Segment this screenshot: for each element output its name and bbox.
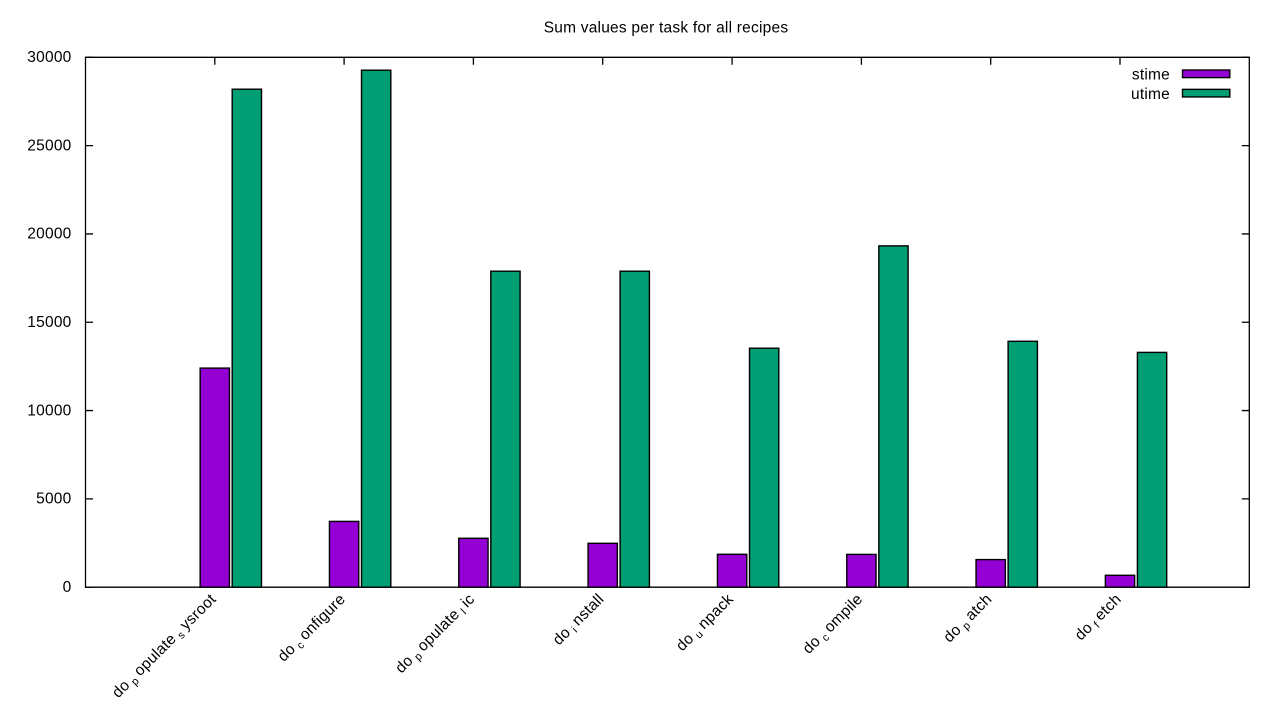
svg-text:Sum values per task for all re: Sum values per task for all recipes [544, 20, 789, 37]
svg-text:20000: 20000 [27, 226, 71, 243]
svg-text:stime: stime [1132, 67, 1170, 84]
svg-text:25000: 25000 [27, 137, 71, 154]
svg-text:utime: utime [1131, 86, 1170, 103]
svg-text:5000: 5000 [36, 491, 72, 508]
svg-text:15000: 15000 [27, 314, 71, 331]
svg-text:0: 0 [63, 579, 72, 596]
svg-text:30000: 30000 [27, 49, 71, 66]
svg-text:10000: 10000 [27, 402, 71, 419]
